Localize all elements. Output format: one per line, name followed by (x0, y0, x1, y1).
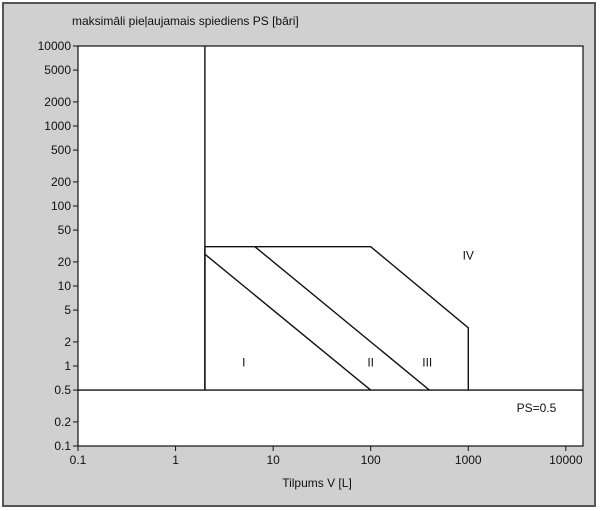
y-tick-label: 200 (51, 175, 71, 189)
x-axis-label: Tilpums V [L] (282, 476, 352, 490)
x-tick-label: 1 (172, 453, 179, 467)
y-tick-label: 1000 (44, 119, 71, 133)
x-tick-label: 1000 (455, 453, 482, 467)
chart-window: 0.1 0.2 0.5 1 2 5 10 20 50 100 200 500 1000 2000 5000 1… (2, 2, 596, 507)
y-tick-label: 1 (64, 359, 71, 373)
y-tick-label: 50 (58, 223, 72, 237)
region-label: II (367, 356, 374, 370)
y-tick-label: 2000 (44, 95, 71, 109)
y-tick-label: 0.1 (54, 439, 71, 453)
region-label: IV (463, 249, 474, 263)
y-tick-label: 2 (64, 335, 71, 349)
y-tick-label: 0.2 (54, 415, 71, 429)
region-label: III (422, 356, 432, 370)
y-tick-label: 0.5 (54, 383, 71, 397)
x-tick-label: 0.1 (70, 453, 87, 467)
y-tick-label: 10000 (38, 39, 72, 53)
series-line (204, 253, 372, 391)
series-line (254, 246, 430, 391)
x-axis: 0.1 1 10 100 1000 10000 (70, 446, 583, 467)
chart-series (78, 46, 583, 391)
series-line (204, 245, 469, 391)
y-tick-label: 500 (51, 143, 71, 157)
region-label: PS=0.5 (517, 401, 557, 415)
y-tick-label: 5000 (44, 63, 71, 77)
y-tick-label: 20 (58, 255, 72, 269)
y-tick-label: 10 (58, 279, 72, 293)
region-label: I (242, 356, 245, 370)
x-tick-label: 10000 (549, 453, 583, 467)
x-tick-label: 10 (266, 453, 280, 467)
y-axis: 0.1 0.2 0.5 1 2 5 10 20 50 100 200 500 1000 2000 5000 1… (38, 39, 78, 453)
chart: 0.1 0.2 0.5 1 2 5 10 20 50 100 200 500 1000 2000 5000 1… (38, 14, 584, 490)
chart-title: maksimāli pieļaujamais spiediens PS [bār… (72, 14, 299, 28)
y-tick-label: 100 (51, 199, 71, 213)
x-tick-label: 100 (361, 453, 381, 467)
y-tick-label: 5 (64, 303, 71, 317)
